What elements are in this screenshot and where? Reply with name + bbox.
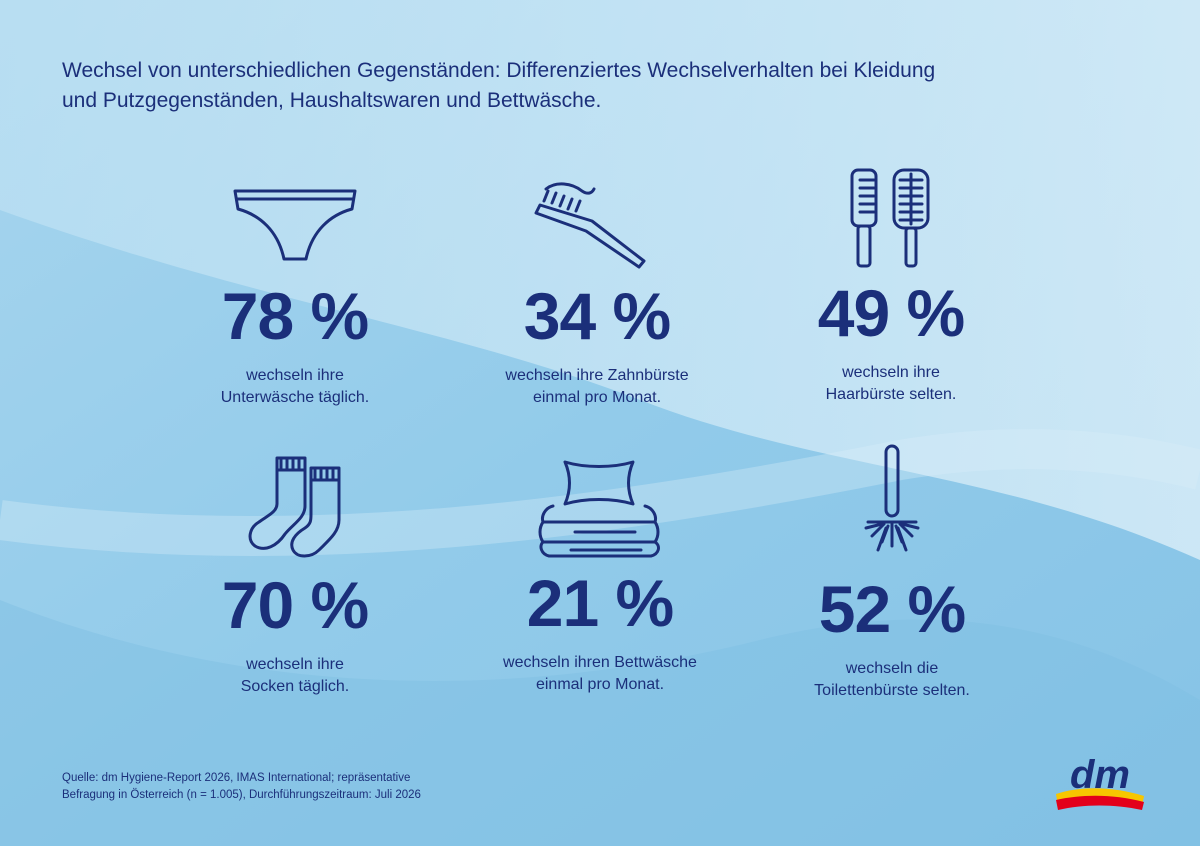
stat-description-line-2: einmal pro Monat. [535, 676, 665, 693]
page-title: Wechsel von unterschiedlichen Gegenständ… [62, 56, 1042, 116]
pillow-bedding-icon [538, 460, 660, 558]
title-line-1: Wechsel von unterschiedlichen Gegenständ… [62, 59, 936, 82]
stat-value: 21 % [526, 566, 674, 640]
stat-description-line-2: Toilettenbürste selten. [814, 682, 970, 699]
stat-description: wechseln ihre Unterwäsche täglich. [145, 365, 445, 409]
source-line-2: Befragung in Österreich (n = 1.005), Dur… [62, 789, 421, 801]
stat-description: wechseln die Toilettenbürste selten. [742, 658, 1042, 702]
stat-description-line-2: Haarbürste selten. [825, 386, 957, 403]
stat-description-line-2: Unterwäsche täglich. [220, 389, 370, 406]
stat-value: 34 % [523, 279, 671, 353]
title-line-2: und Putzgegenständen, Haushaltswaren und… [62, 89, 602, 112]
stat-description-line-2: Socken täglich. [240, 678, 350, 695]
source-note: Quelle: dm Hygiene-Report 2026, IMAS Int… [62, 770, 421, 804]
stat-description-line-1: wechseln ihre [842, 364, 940, 381]
stat-description-line-1: wechseln die [845, 660, 939, 677]
toilet-brush-icon [864, 444, 920, 552]
stat-bedding: 21 % wechseln ihren Bettwäsche einmal pr… [450, 456, 750, 696]
stat-value: 78 % [221, 279, 369, 353]
stat-toilet-brush: 52 % wechseln die Toilettenbürste selten… [742, 442, 1042, 702]
stat-value: 49 % [817, 276, 965, 350]
toothbrush-icon [534, 182, 646, 269]
stat-description-line-2: einmal pro Monat. [532, 389, 662, 406]
stat-description-line-1: wechseln ihre [246, 367, 344, 384]
stat-description: wechseln ihren Bettwäsche einmal pro Mon… [450, 652, 750, 696]
stat-hairbrush: 49 % wechseln ihre Haarbürste selten. [741, 166, 1041, 406]
stat-description: wechseln ihre Zahnbürste einmal pro Mona… [447, 365, 747, 409]
dm-logo: dm [1056, 753, 1144, 810]
stat-description-line-1: wechseln ihre [246, 656, 344, 673]
stat-value: 70 % [221, 568, 369, 642]
logo-text: dm [1070, 753, 1130, 797]
socks-icon [248, 456, 341, 558]
source-line-1: Quelle: dm Hygiene-Report 2026, IMAS Int… [62, 772, 411, 784]
stat-socks: 70 % wechseln ihre Socken täglich. [145, 454, 445, 698]
stat-description-line-1: wechseln ihren Bettwäsche [503, 654, 697, 671]
stat-description-line-1: wechseln ihre Zahnbürste [505, 367, 689, 384]
stat-description: wechseln ihre Haarbürste selten. [741, 362, 1041, 406]
stat-toothbrush: 34 % wechseln ihre Zahnbürste einmal pro… [447, 177, 747, 409]
stat-value: 52 % [818, 572, 966, 646]
underwear-icon [233, 189, 357, 261]
hairbrush-icon [850, 168, 930, 268]
stat-underwear: 78 % wechseln ihre Unterwäsche täglich. [145, 183, 445, 409]
stat-description: wechseln ihre Socken täglich. [145, 654, 445, 698]
